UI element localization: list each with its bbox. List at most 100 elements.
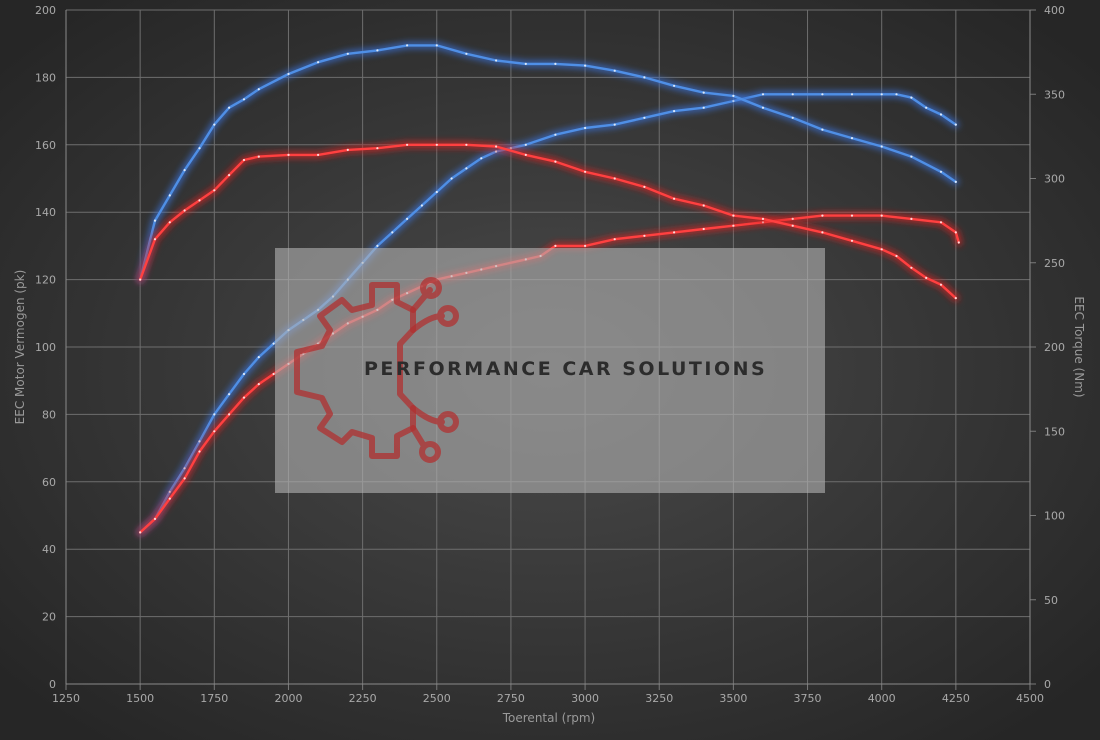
data-point [895,93,898,96]
data-point [406,217,409,220]
data-point [791,93,794,96]
data-point [435,143,438,146]
watermark: PERFORMANCE CAR SOLUTIONS [275,248,825,493]
x-axis-label: Toerental (rpm) [502,711,595,725]
data-point [287,153,290,156]
data-point [198,440,201,443]
y-axis-right-label: EEC Torque (Nm) [1072,296,1086,397]
data-point [228,174,231,177]
data-point [524,153,527,156]
y-right-tick-label: 300 [1044,173,1065,186]
series-1 [136,41,960,284]
data-point [495,150,498,153]
data-point [376,49,379,52]
data-point [957,241,960,244]
x-tick-label: 1750 [200,692,228,705]
data-point [673,197,676,200]
y-left-tick-label: 40 [42,543,56,556]
data-point [376,147,379,150]
data-point [317,153,320,156]
series-3 [136,141,960,302]
x-tick-label: 4500 [1016,692,1044,705]
axis-labels: Toerental (rpm) EEC Motor Vermogen (pk) … [13,270,1086,725]
x-tick-label: 2000 [274,692,302,705]
data-point [850,93,854,96]
series-0 [136,90,960,536]
y-left-tick-label: 120 [35,274,56,287]
data-point [183,209,186,212]
x-tick-label: 1500 [126,692,154,705]
data-point [317,61,320,64]
data-point [791,224,794,227]
data-point [821,231,824,234]
data-point [880,214,883,217]
data-point [673,84,676,87]
data-point [198,450,201,453]
data-point [939,283,943,286]
data-point [939,221,943,224]
data-point [153,219,157,222]
y-right-tick-label: 50 [1044,594,1058,607]
data-point [554,160,557,163]
y-left-tick-label: 160 [35,139,56,152]
data-point [346,148,349,151]
data-point [168,221,171,224]
x-tick-label: 4000 [868,692,896,705]
data-point [761,106,765,109]
data-point [761,93,765,96]
series-line [139,93,957,534]
data-point [643,185,646,188]
data-point [554,62,557,65]
data-point [228,413,231,416]
data-point [168,497,171,500]
data-point [880,145,883,148]
x-tick-label: 2500 [423,692,451,705]
data-point [910,155,913,158]
data-point [554,244,557,247]
data-point [465,167,468,170]
data-point [465,143,468,146]
data-point [465,52,468,55]
watermark-panel [275,248,825,493]
y-right-tick-label: 400 [1044,4,1065,17]
data-point [910,96,913,99]
data-point [910,266,913,269]
data-point [613,123,616,126]
y-left-tick-label: 180 [35,71,56,84]
data-point [732,99,735,103]
y-left-tick-label: 80 [42,408,56,421]
data-point [376,244,379,247]
data-point [850,137,854,140]
data-point [183,467,186,470]
x-tick-label: 1250 [52,692,80,705]
data-point [584,64,587,67]
data-point [613,69,616,72]
data-point [584,244,587,247]
data-point [939,170,943,173]
y-left-tick-label: 20 [42,611,56,624]
data-point [257,356,260,359]
watermark-text: PERFORMANCE CAR SOLUTIONS [364,358,767,380]
data-point [584,170,587,173]
data-point [272,372,275,376]
data-point [168,194,171,197]
data-point [732,94,735,97]
data-point [495,145,498,148]
data-point [257,155,260,158]
data-point [702,91,705,94]
data-point [850,214,854,217]
data-point [925,276,928,279]
data-point [406,143,409,146]
data-point [732,214,735,217]
data-point [791,116,794,119]
y-left-tick-label: 200 [35,4,56,17]
data-point [880,93,883,96]
y-left-tick-label: 0 [49,678,56,691]
x-tick-label: 2250 [349,692,377,705]
data-point [153,238,157,241]
data-point [242,158,246,162]
data-point [939,113,943,116]
y-right-tick-label: 150 [1044,425,1065,438]
y-right-tick-label: 250 [1044,257,1065,270]
